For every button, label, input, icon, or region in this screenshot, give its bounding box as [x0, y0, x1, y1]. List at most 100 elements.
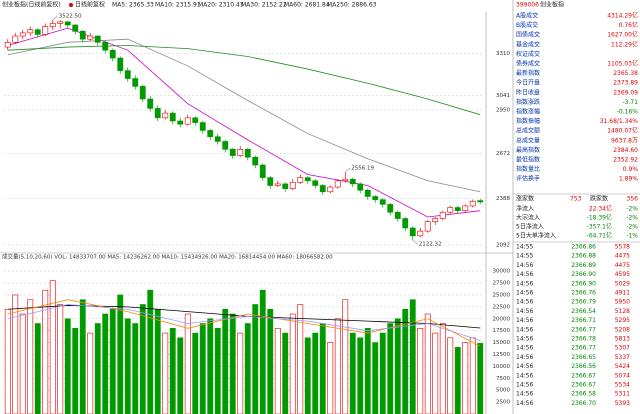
tick-price: 2366.79	[571, 299, 596, 306]
candle-body	[297, 177, 304, 183]
stat-value: 1480.07亿	[607, 127, 638, 135]
candle-body	[379, 199, 386, 205]
stat-value: 0.76亿	[619, 21, 638, 29]
candle-body	[57, 21, 64, 24]
volume-bar	[162, 332, 169, 414]
candle-body	[244, 149, 251, 158]
volume-bar	[424, 313, 431, 414]
tick-time: 14:56	[516, 262, 533, 269]
annotation-leader	[52, 15, 58, 21]
volume-bar	[439, 323, 446, 414]
volume-bar	[237, 332, 244, 414]
tick-volume: 5534	[615, 382, 630, 389]
tick-time: 14:56	[516, 354, 533, 361]
tick-price: 2366.77	[571, 326, 596, 333]
volume-bar	[379, 332, 386, 414]
annotation-label: 2122.32	[419, 242, 442, 248]
tick-volume: 5578	[615, 244, 630, 251]
candle-body	[237, 149, 244, 156]
candle-body	[477, 200, 484, 203]
volume-bar	[417, 327, 424, 414]
volume-bar	[312, 332, 319, 414]
y-tick-label: 20000	[493, 316, 511, 322]
y-tick-label: 12500	[493, 352, 511, 358]
candle-body	[184, 117, 191, 125]
tick-price: 2366.67	[571, 372, 596, 379]
tick-price: 2366.78	[571, 336, 596, 343]
y-tick-label: 25000	[493, 292, 511, 298]
stat-label: 权证成交	[516, 50, 540, 58]
flow-label: 5日净流入	[516, 223, 544, 231]
volume-bar	[252, 304, 259, 414]
ma-legend: MA250: 2886.63	[327, 2, 377, 9]
volume-bar	[244, 323, 251, 414]
candle-body	[334, 180, 341, 188]
y-tick-label: 2388	[496, 196, 510, 202]
candle-body	[454, 207, 461, 211]
stat-value: 9637.8万	[611, 137, 638, 144]
tick-volume: 5307	[615, 345, 630, 352]
ma-legend: MA30: 2152.22	[241, 2, 287, 9]
volume-bar	[327, 342, 334, 414]
stat-value: 2369.09	[613, 89, 638, 96]
candle-body	[109, 49, 116, 59]
tick-price: 2366.76	[571, 290, 596, 297]
stat-label: 总成交额	[516, 127, 540, 135]
volume-bar	[147, 289, 154, 414]
ma-line	[7, 27, 481, 218]
tick-volume: 5337	[615, 354, 630, 361]
y-tick-label: 15000	[493, 340, 511, 346]
annotation-label: 2556.19	[351, 165, 374, 171]
volume-bar	[259, 289, 266, 414]
volume-bar	[109, 308, 116, 414]
candle-body	[319, 185, 326, 193]
tick-volume: 4911	[615, 290, 630, 297]
tick-price: 2366.54	[571, 308, 596, 315]
volume-bar	[364, 327, 371, 414]
volume-bar	[19, 313, 26, 414]
y-tick-label: 2672	[496, 151, 510, 157]
candle-body	[87, 35, 94, 40]
stat-value: 2384.60	[613, 147, 638, 154]
breadth-item: 涨家数	[516, 195, 534, 203]
stat-value: 1105.03亿	[607, 60, 638, 68]
volume-ma-line	[7, 304, 481, 341]
y-tick-label: 17500	[493, 328, 511, 334]
candle-body	[402, 218, 409, 229]
candle-body	[312, 180, 319, 186]
candle-body	[267, 177, 274, 186]
candle-body	[4, 42, 11, 48]
tick-time: 14:55	[516, 244, 533, 251]
flow-label: 大宗流入	[516, 214, 540, 222]
volume-bar	[192, 332, 199, 414]
volume-bar	[94, 323, 101, 414]
volume-bar	[304, 337, 311, 414]
volume-bar	[267, 308, 274, 414]
flow-label: 净流入	[516, 205, 534, 213]
volume-bar	[477, 343, 484, 414]
tick-volume: 5813	[615, 336, 630, 343]
candle-body	[177, 120, 184, 125]
flow-pct: -1%	[626, 233, 638, 240]
stat-label: 指数量比	[516, 165, 540, 173]
candle-body	[79, 31, 86, 40]
candle-body	[42, 26, 49, 35]
volume-bar	[349, 332, 356, 414]
volume-bar	[177, 337, 184, 414]
y-tick-label: 30000	[493, 269, 511, 275]
volume-bar	[207, 318, 214, 414]
volume-bar	[34, 323, 41, 414]
y-tick-label: 3310	[496, 51, 510, 57]
stat-label: 昨日收盘	[516, 88, 540, 96]
candle-body	[289, 182, 296, 189]
candle-body	[214, 136, 221, 142]
stat-label: A股成交	[516, 12, 538, 20]
breadth-item: 753	[570, 196, 582, 203]
volume-bar	[334, 318, 341, 414]
candle-body	[282, 183, 289, 189]
stat-label: 总成交量	[516, 136, 540, 144]
candle-body	[462, 205, 469, 211]
